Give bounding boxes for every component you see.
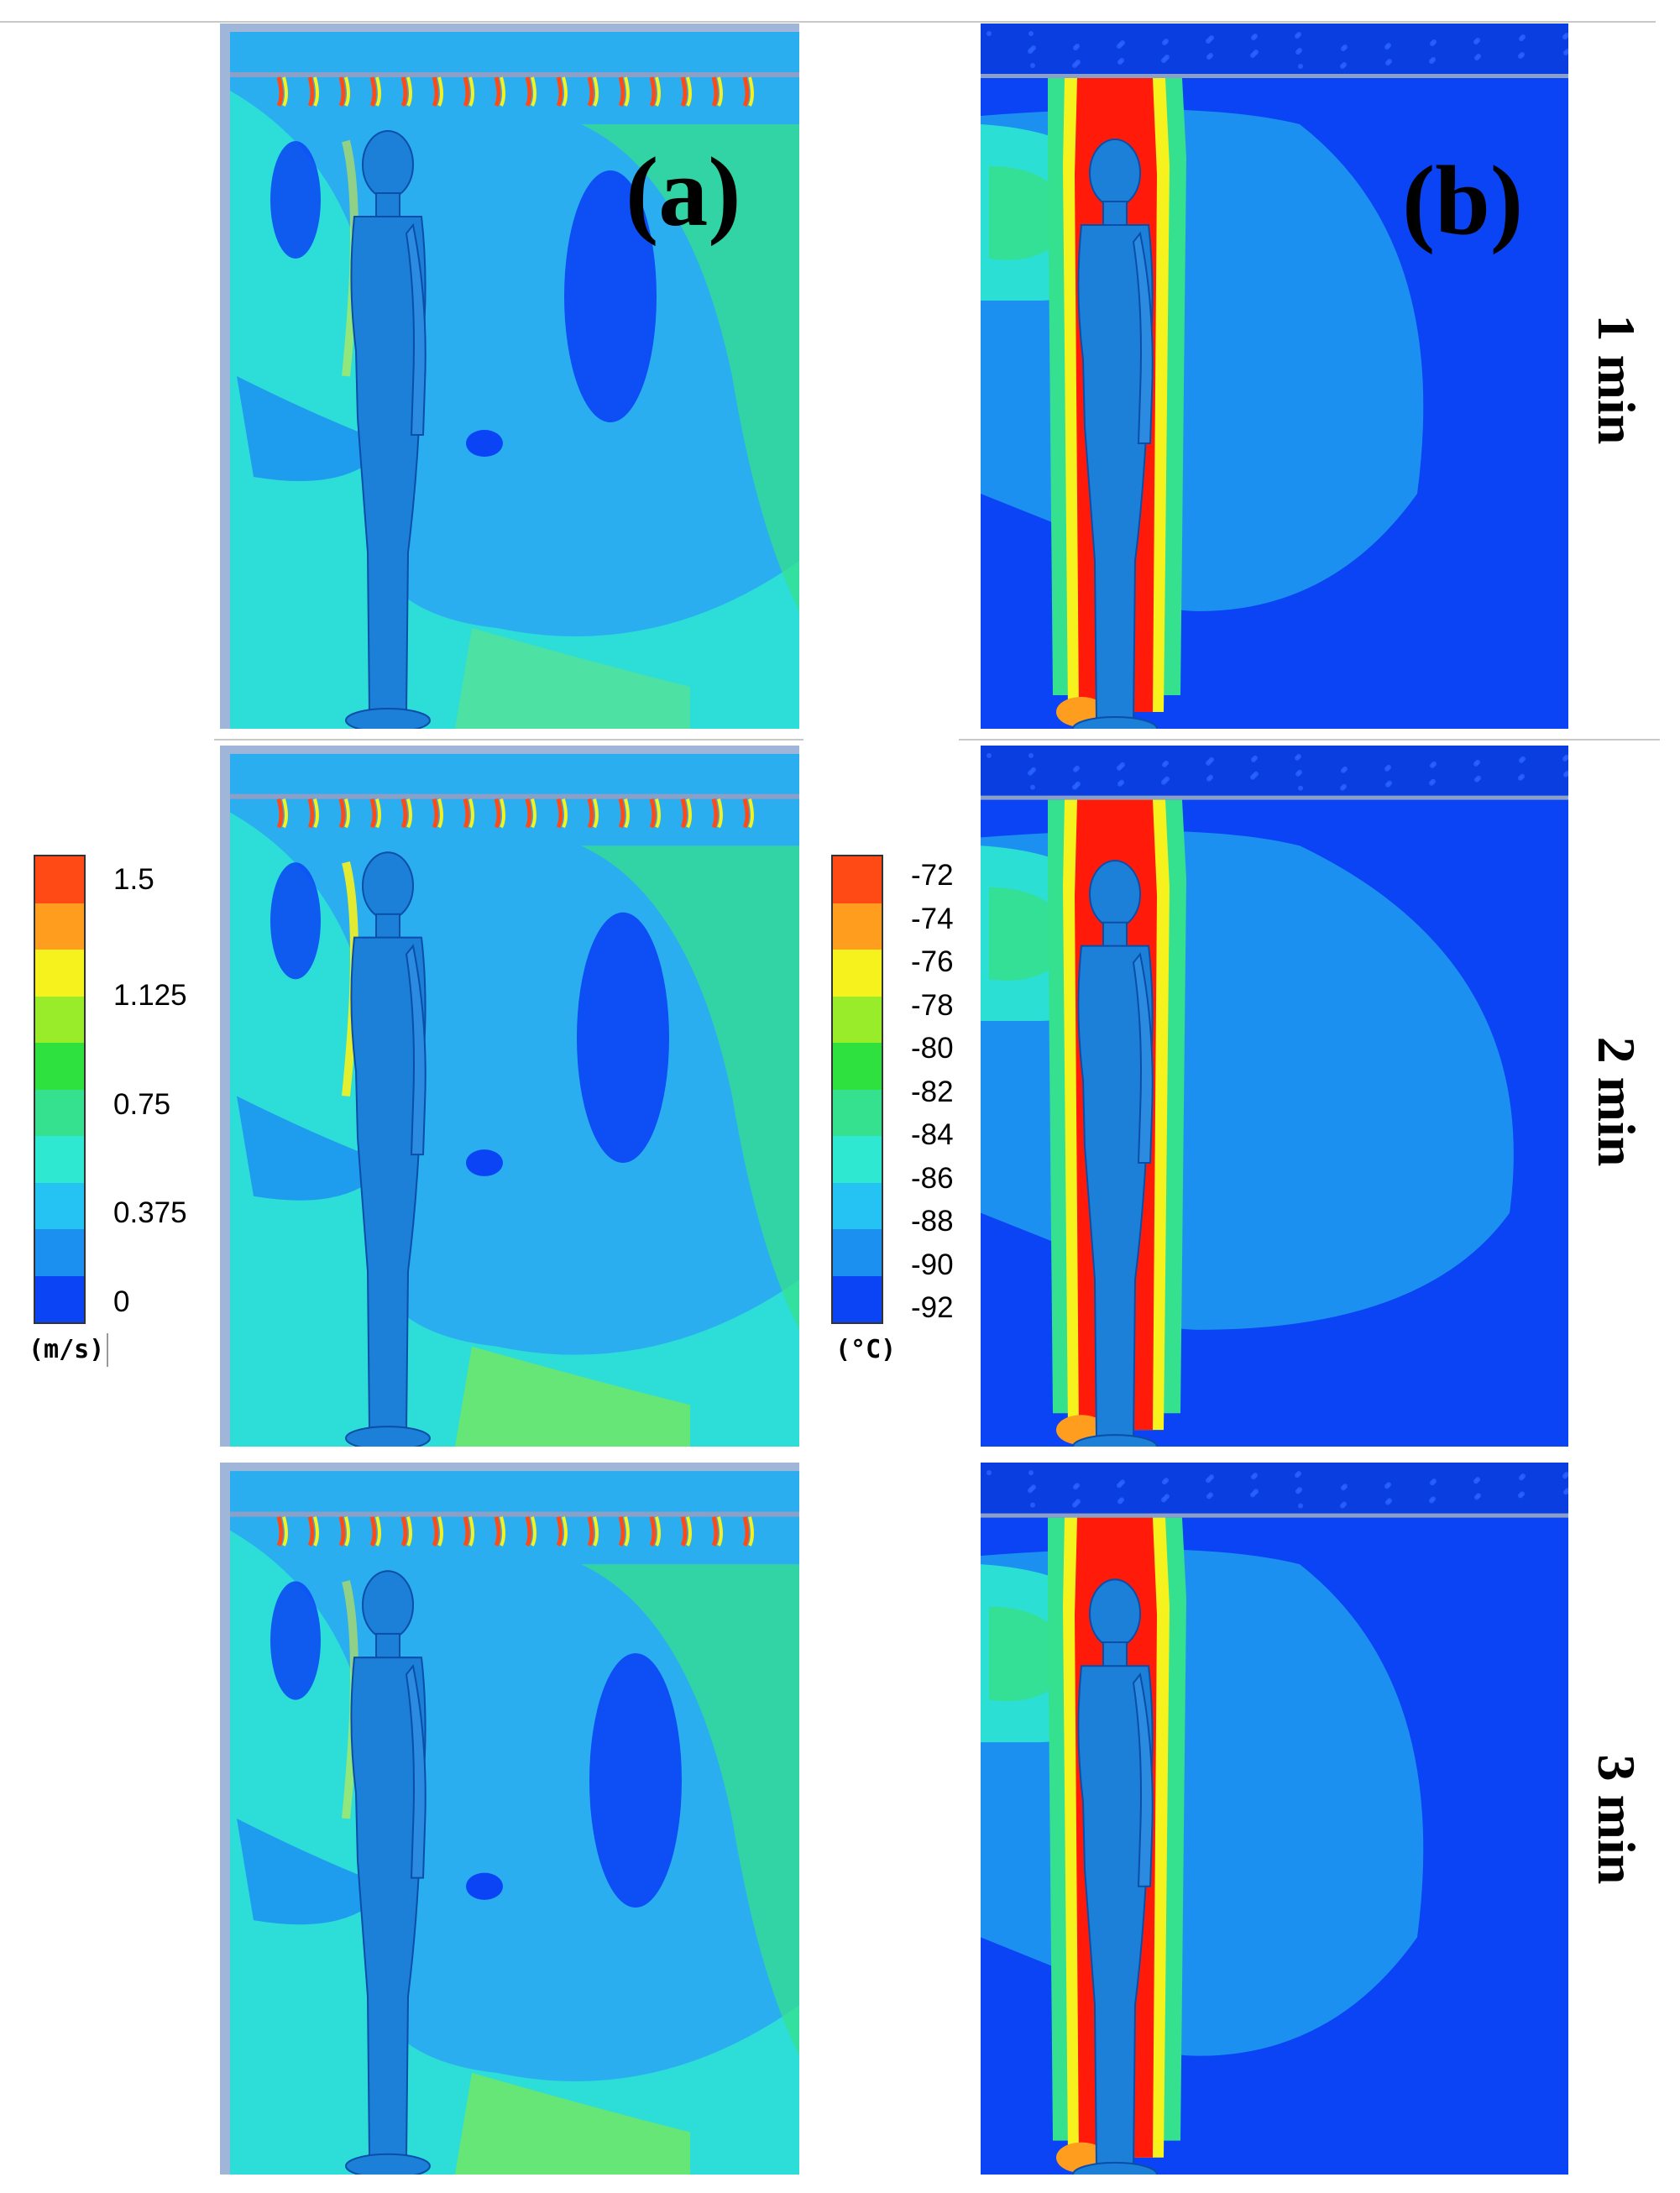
colorbar-segment [833, 1229, 882, 1276]
human-figure [1072, 860, 1158, 1447]
colorbar-segment [833, 1136, 882, 1183]
temperature-tick: -90 [911, 1248, 954, 1281]
temperature-contour-3min [981, 1463, 1568, 2175]
middle-rule-right [959, 739, 1660, 741]
time-label-2min: 2 min [1587, 1036, 1646, 1167]
panel-b-label: (b) [1402, 145, 1524, 255]
velocity-colorbar [34, 855, 86, 1324]
human-figure [345, 1570, 431, 2175]
colorbar-segment [833, 856, 882, 903]
temperature-tick: -84 [911, 1118, 954, 1151]
human-figure [345, 130, 431, 729]
temperature-unit: (°C) [835, 1335, 897, 1364]
velocity-tick: 1.5 [113, 863, 154, 896]
temperature-tick: -88 [911, 1205, 954, 1238]
colorbar-segment [35, 950, 84, 997]
velocity-tick: 0.375 [113, 1196, 187, 1229]
colorbar-segment [833, 1089, 882, 1136]
temperature-tick: -92 [911, 1291, 954, 1324]
colorbar-segment [35, 996, 84, 1043]
temperature-tick: -86 [911, 1162, 954, 1195]
colorbar-segment [35, 1043, 84, 1090]
temperature-tick: -82 [911, 1076, 954, 1108]
temperature-colorbar [831, 855, 883, 1324]
velocity-contour-1min [220, 24, 799, 729]
temperature-contour-1min [981, 24, 1568, 729]
temperature-tick: -72 [911, 859, 954, 892]
colorbar-segment [833, 1043, 882, 1090]
colorbar-segment [833, 1275, 882, 1322]
human-figure [345, 851, 431, 1447]
velocity-unit-divider [107, 1333, 108, 1367]
panel-a-label: (a) [625, 137, 741, 247]
human-figure [1072, 139, 1158, 729]
colorbar-segment [35, 1182, 84, 1229]
colorbar-segment [833, 950, 882, 997]
velocity-tick: 1.125 [113, 979, 187, 1012]
middle-rule-left [214, 739, 803, 741]
velocity-contour-3min [220, 1463, 799, 2175]
colorbar-segment [833, 996, 882, 1043]
velocity-tick: 0.75 [113, 1088, 171, 1121]
temperature-tick: -76 [911, 945, 954, 978]
temperature-tick: -74 [911, 903, 954, 935]
time-label-3min: 3 min [1587, 1754, 1646, 1885]
time-label-1min: 1 min [1587, 314, 1646, 445]
velocity-contour-2min [220, 746, 799, 1447]
colorbar-segment [35, 856, 84, 903]
colorbar-segment [35, 1275, 84, 1322]
colorbar-segment [35, 1089, 84, 1136]
colorbar-segment [35, 903, 84, 950]
temperature-contour-2min [981, 746, 1568, 1447]
temperature-tick: -80 [911, 1032, 954, 1065]
top-rule [0, 21, 1656, 23]
human-figure [1072, 1578, 1158, 2175]
velocity-tick: 0 [113, 1285, 130, 1318]
colorbar-segment [833, 1182, 882, 1229]
colorbar-segment [35, 1136, 84, 1183]
colorbar-segment [35, 1229, 84, 1276]
velocity-unit: (m/s) [29, 1335, 105, 1364]
colorbar-segment [833, 903, 882, 950]
temperature-tick: -78 [911, 989, 954, 1022]
